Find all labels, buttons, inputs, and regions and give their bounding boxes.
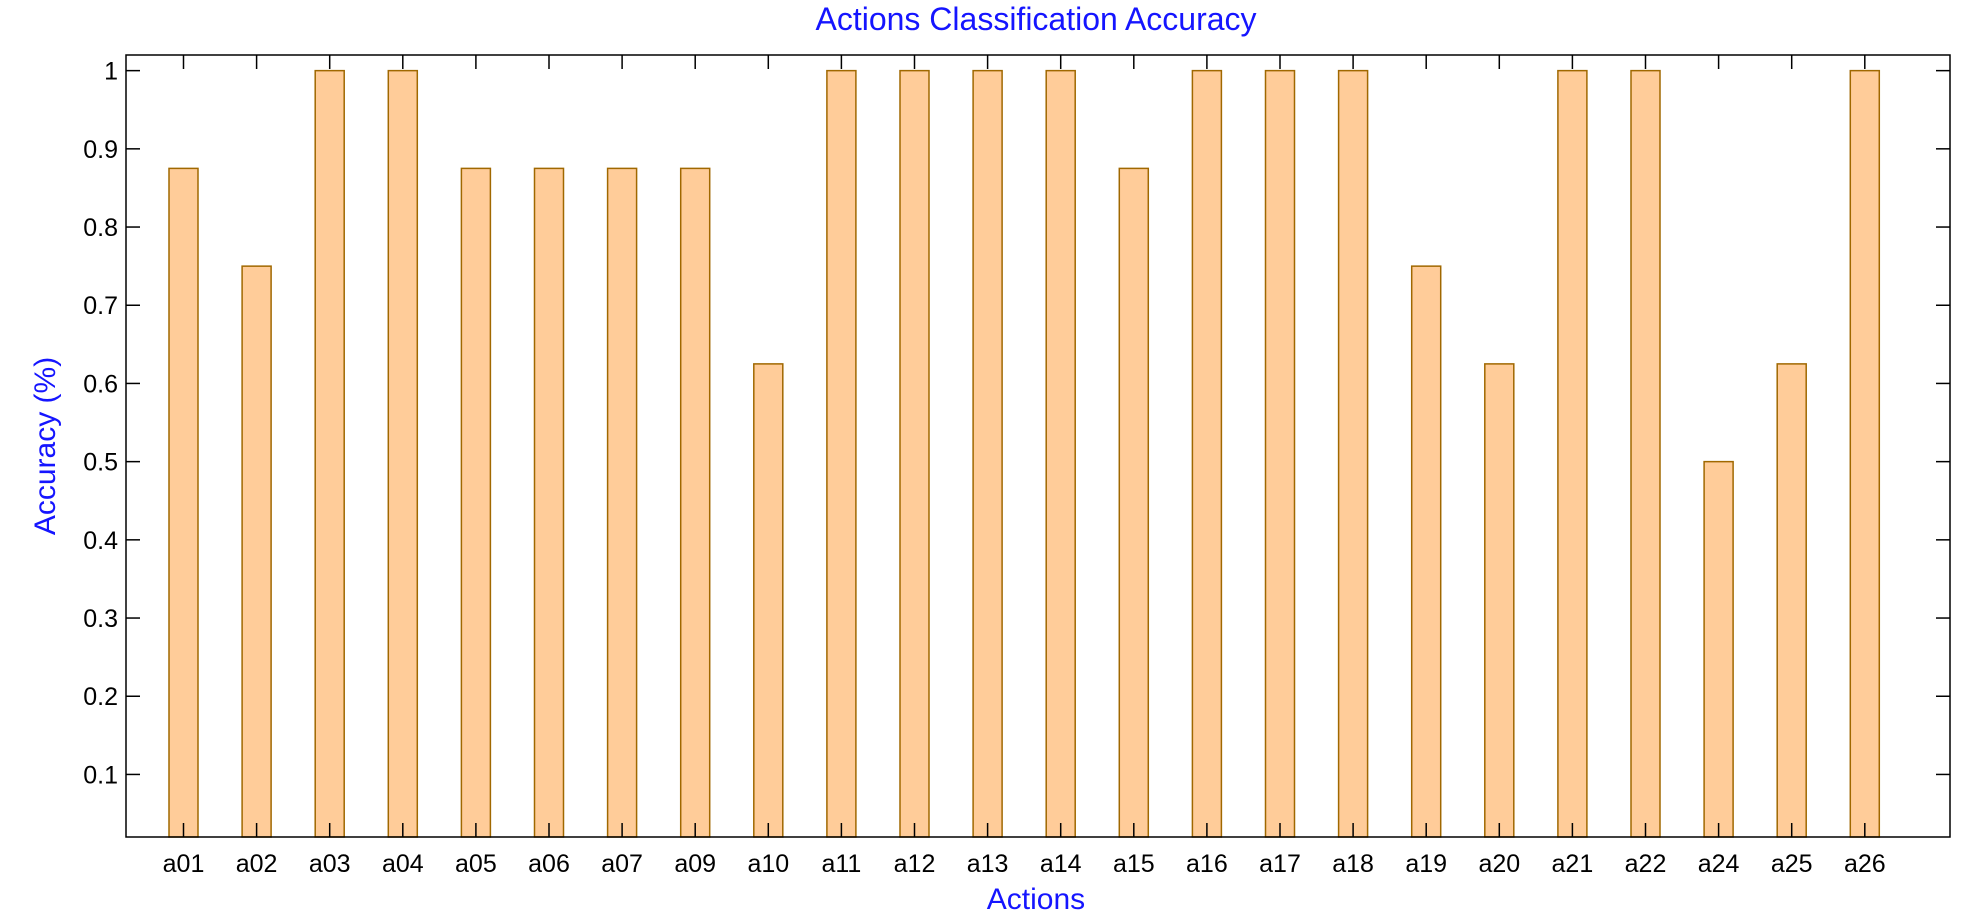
y-tick-label: 0.8 [83,214,118,242]
bar-a02 [241,265,272,838]
x-tick-label: a20 [1478,850,1520,878]
x-tick-label: a21 [1552,850,1594,878]
x-tick-label: a14 [1040,850,1082,878]
x-tick-labels: a01 a02 a03 a04 a05 a06 a07 a09 a10 a11 a12 a13 a14 a… [163,850,1886,878]
bar-a18 [1337,69,1369,838]
x-tick-label: a04 [382,850,424,878]
bar-a10 [753,363,784,838]
bar-a05 [460,167,492,838]
bar-a17 [1264,69,1296,838]
chart-title: Actions Classification Accuracy [815,1,1256,37]
x-tick-label: a11 [821,850,861,878]
bar-a06 [533,167,565,838]
x-tick-label: a17 [1259,850,1301,878]
x-tick-label: a09 [674,850,716,878]
bar-a16 [1191,69,1223,838]
bar-a20 [1484,363,1515,838]
x-tick-label: a05 [455,850,497,878]
y-tick-label: 0.5 [83,449,118,477]
x-tick-label: a06 [528,850,570,878]
x-tick-label: a07 [601,850,643,878]
y-tick-labels: 0.1 0.2 0.3 0.4 0.5 0.6 0.7 0.8 0.9 1 [83,58,118,790]
x-tick-label: a15 [1113,850,1155,878]
x-tick-label: a12 [894,850,936,878]
y-tick-label: 0.1 [83,761,118,789]
bar-a07 [606,167,638,838]
axis-ticks [126,55,1950,837]
y-tick-label: 0.3 [83,605,118,633]
y-tick-label: 0.9 [83,136,118,164]
y-tick-label: 0.2 [83,683,118,711]
x-tick-label: a18 [1332,850,1374,878]
y-tick-label: 0.6 [83,370,118,398]
bar-a01 [168,167,199,838]
y-tick-label: 1 [104,58,118,86]
bar-a03 [314,69,345,838]
x-tick-label: a19 [1405,850,1447,878]
y-tick-label: 0.7 [83,292,118,320]
bar-a09 [679,167,711,838]
bar-a13 [972,69,1003,838]
bar-a14 [1045,69,1076,838]
y-axis-label: Accuracy (%) [29,357,62,535]
bar-a12 [899,69,930,838]
bar-a24 [1703,460,1734,838]
x-tick-label: a16 [1186,850,1228,878]
bars-group [168,69,1881,838]
x-tick-label: a03 [309,850,351,878]
bar-a19 [1410,265,1442,838]
plot-frame [125,54,1951,838]
bar-a11 [826,69,857,838]
x-tick-label: a25 [1771,850,1813,878]
x-tick-label: a24 [1698,850,1740,878]
bar-a04 [387,69,419,838]
bar-a22 [1630,69,1661,838]
x-tick-label: a01 [163,850,205,878]
x-axis-label: Actions [987,883,1085,916]
x-tick-label: a02 [236,850,278,878]
bar-a15 [1118,167,1150,838]
x-tick-label: a13 [967,850,1009,878]
x-tick-label: a10 [747,850,789,878]
x-tick-label: a26 [1844,850,1886,878]
bar-a25 [1776,363,1807,838]
bar-a26 [1849,69,1881,838]
y-tick-label: 0.4 [83,527,118,555]
bar-a21 [1557,69,1588,838]
x-tick-label: a22 [1625,850,1667,878]
